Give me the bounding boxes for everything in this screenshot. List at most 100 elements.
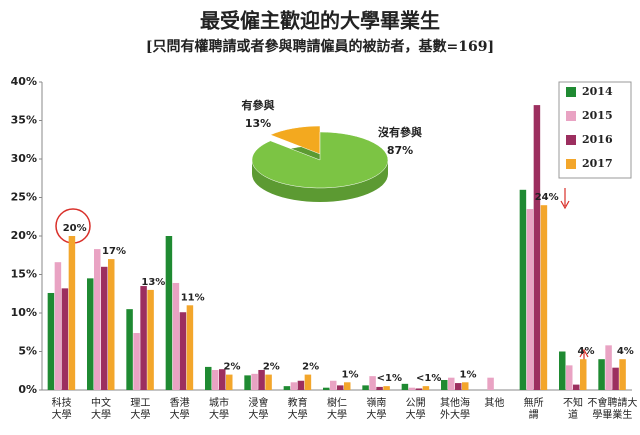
y-tick-label: 35% (11, 114, 37, 127)
pie-slice (251, 131, 389, 189)
bar (559, 351, 566, 390)
x-tick-label: 理工大學 (130, 398, 151, 421)
bar (212, 369, 219, 390)
bar (448, 377, 455, 390)
bar (376, 386, 383, 390)
chart-subtitle: [只問有權聘請或者參與聘請僱員的被訪者，基數=169] (146, 38, 494, 55)
legend-swatch (566, 87, 576, 97)
bar (290, 382, 298, 390)
y-tick-label: 30% (11, 152, 37, 165)
bar (519, 189, 527, 390)
bar (172, 282, 180, 390)
bar (383, 386, 390, 390)
data-label: <1% (377, 373, 402, 384)
legend-label: 2015 (582, 109, 613, 122)
bar (337, 385, 344, 390)
bar (573, 384, 580, 390)
bar (140, 286, 147, 390)
data-label: 13% (141, 277, 165, 288)
legend-label: 2017 (582, 157, 613, 170)
bar (605, 345, 612, 390)
bar (566, 365, 573, 390)
y-tick-label: 5% (18, 345, 37, 358)
bar (297, 380, 305, 390)
bar (108, 259, 115, 390)
bar (205, 366, 212, 390)
bar (251, 373, 258, 390)
x-tick-label: 中文大學 (91, 398, 111, 421)
bar (323, 387, 330, 390)
bar (598, 359, 605, 390)
x-tick-label: 浸會大學 (248, 398, 269, 421)
y-tick-label: 15% (11, 268, 37, 281)
x-tick-label: 科技大學 (51, 398, 72, 421)
down-arrow (560, 188, 570, 210)
x-tick-label: 其他海外大學 (440, 398, 470, 421)
pie-slice (269, 125, 321, 155)
bar (415, 388, 423, 390)
bar (362, 385, 369, 390)
x-tick-label: 嶺南大學 (366, 398, 387, 421)
bar (147, 289, 154, 390)
bar (61, 288, 69, 390)
legend-swatch (566, 159, 576, 169)
x-tick-label: 不會聘請大學畢業生 (587, 398, 638, 421)
bar (179, 312, 187, 390)
bar (165, 236, 173, 390)
data-label: 2% (224, 362, 241, 373)
legend-swatch (566, 111, 576, 121)
bar (133, 333, 140, 390)
bar (462, 382, 469, 390)
bar (87, 278, 94, 390)
bar (47, 292, 55, 390)
data-label: 1% (460, 369, 477, 380)
bar (68, 236, 76, 390)
pie-value-label: 87% (387, 144, 413, 157)
data-label: 2% (302, 362, 319, 373)
bar (244, 375, 251, 390)
bar (54, 262, 62, 390)
bar (455, 383, 462, 390)
legend-label: 2014 (582, 85, 613, 98)
x-tick-label: 城市大學 (209, 398, 229, 421)
data-label: 4% (578, 346, 595, 357)
x-tick-label: 香港大學 (169, 398, 190, 421)
legend-swatch (566, 135, 576, 145)
bar (330, 380, 337, 390)
bar (369, 376, 376, 390)
data-label: 1% (342, 369, 359, 380)
data-label: 2% (263, 362, 280, 373)
bar (612, 367, 619, 390)
bar (226, 374, 233, 390)
x-tick-label: 其他 (484, 398, 505, 409)
bar (619, 359, 626, 390)
data-label: 17% (102, 246, 126, 257)
bar (258, 369, 265, 390)
bar (533, 105, 541, 390)
data-label: <1% (416, 373, 441, 384)
bar (408, 387, 416, 390)
x-tick-label: 教育大學 (287, 398, 308, 421)
bar (265, 374, 272, 390)
bar (526, 209, 534, 390)
bar (422, 386, 430, 390)
data-label: 24% (535, 192, 559, 203)
data-label: 20% (63, 223, 87, 234)
bar (219, 369, 226, 390)
x-tick-label: 不知道 (563, 398, 583, 421)
bar (186, 305, 194, 390)
bar (101, 266, 108, 390)
bar (487, 377, 494, 390)
bar (283, 386, 291, 390)
pie-value-label: 13% (245, 117, 271, 130)
chart-title: 最受僱主歡迎的大學畢業生 (200, 9, 440, 33)
y-tick-label: 25% (11, 191, 37, 204)
y-tick-label: 40% (11, 75, 37, 88)
bar (580, 359, 587, 390)
x-tick-label: 無所謂 (523, 398, 544, 421)
x-tick-label: 公開大學 (405, 398, 426, 421)
pie-label: 沒有參與 (378, 125, 422, 139)
legend-label: 2016 (582, 133, 613, 146)
y-tick-label: 20% (11, 229, 37, 242)
